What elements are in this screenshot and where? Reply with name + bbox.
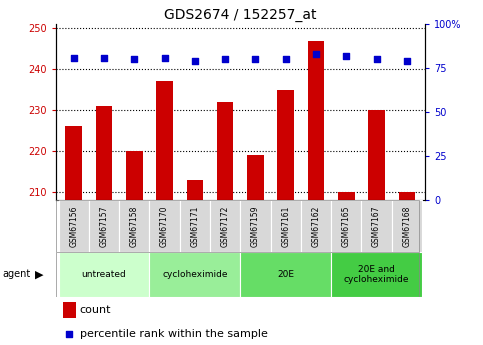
Bar (392, 200, 422, 252)
Text: GSM67161: GSM67161 (281, 205, 290, 247)
Point (312, 51, 320, 57)
Text: GSM67158: GSM67158 (130, 205, 139, 247)
Point (282, 57, 290, 62)
Bar (186, 180, 203, 345)
Point (70, 55, 78, 60)
Point (403, 58, 411, 64)
Bar (277, 90, 294, 345)
Bar (210, 200, 241, 252)
Point (342, 53, 350, 59)
Text: GSM67170: GSM67170 (160, 205, 169, 247)
Text: GSM67165: GSM67165 (342, 205, 351, 247)
Bar (149, 200, 180, 252)
Bar (331, 200, 361, 252)
Bar (270, 200, 301, 252)
Bar (247, 155, 264, 345)
Point (130, 57, 138, 62)
Point (221, 57, 229, 62)
Bar (241, 252, 331, 297)
Bar (308, 40, 325, 345)
Point (100, 55, 108, 60)
Title: GDS2674 / 152257_at: GDS2674 / 152257_at (164, 8, 316, 22)
Text: untreated: untreated (82, 270, 127, 279)
Bar (58, 200, 89, 252)
Bar (241, 200, 270, 252)
Bar (149, 252, 241, 297)
Bar (301, 200, 331, 252)
Bar (331, 252, 422, 297)
Text: ▶: ▶ (35, 269, 44, 279)
Bar (398, 192, 415, 345)
Text: cycloheximide: cycloheximide (162, 270, 227, 279)
Bar (96, 106, 113, 345)
Text: GSM67159: GSM67159 (251, 205, 260, 247)
Bar (361, 200, 392, 252)
Bar (217, 102, 233, 345)
Text: percentile rank within the sample: percentile rank within the sample (80, 329, 268, 339)
Text: GSM67162: GSM67162 (312, 205, 321, 247)
Bar (156, 81, 173, 345)
Bar (126, 151, 142, 345)
Bar (65, 127, 82, 345)
Bar (89, 200, 119, 252)
Bar (119, 200, 149, 252)
Text: GSM67171: GSM67171 (190, 205, 199, 247)
Text: count: count (80, 305, 111, 315)
Text: GSM67156: GSM67156 (69, 205, 78, 247)
Text: GSM67172: GSM67172 (221, 205, 229, 247)
Text: GSM67167: GSM67167 (372, 205, 381, 247)
Point (373, 57, 381, 62)
Point (161, 55, 169, 60)
Point (65, 332, 73, 337)
Text: agent: agent (2, 269, 30, 279)
Point (191, 58, 199, 64)
Text: GSM67168: GSM67168 (402, 205, 412, 247)
Bar (63, 302, 76, 318)
Text: 20E and
cycloheximide: 20E and cycloheximide (344, 265, 409, 284)
Text: 20E: 20E (277, 270, 294, 279)
Text: GSM67157: GSM67157 (99, 205, 109, 247)
Bar (338, 192, 355, 345)
Bar (368, 110, 385, 345)
Bar (58, 252, 149, 297)
Point (252, 57, 259, 62)
Bar (180, 200, 210, 252)
